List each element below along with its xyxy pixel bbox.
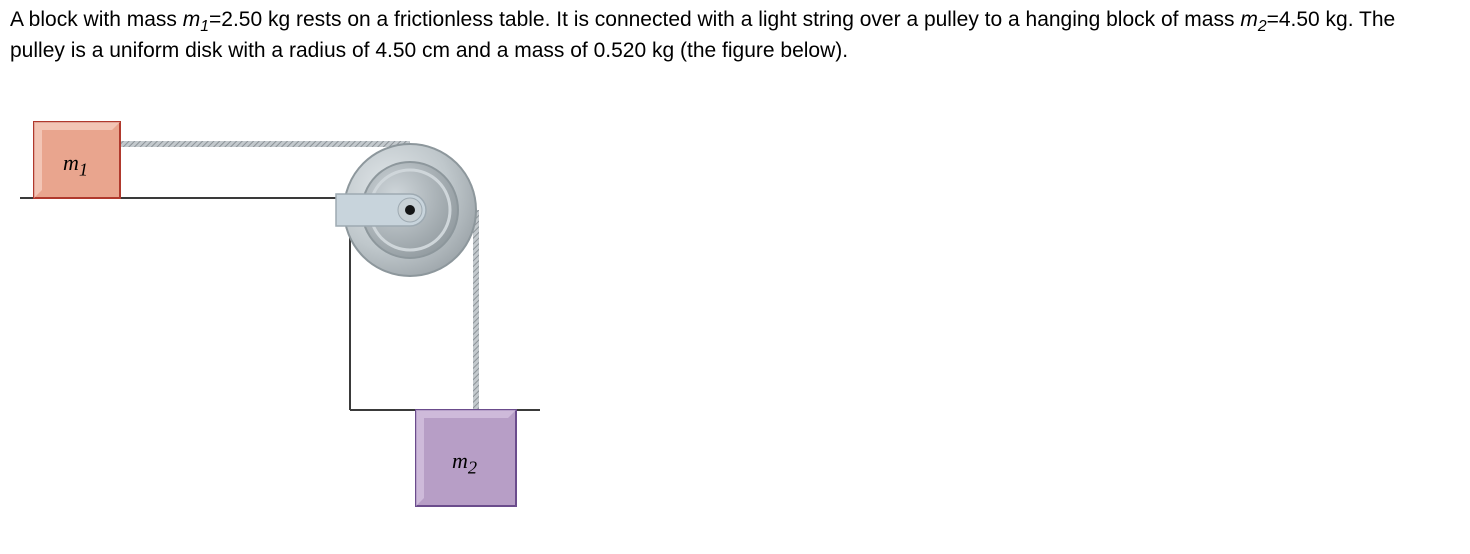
var-m1: m1 [183,8,209,31]
var-m2: m2 [1240,8,1266,31]
text-part: =2.50 kg rests on a frictionless table. … [209,8,1240,31]
problem-statement: A block with mass m1=2.50 kg rests on a … [10,6,1450,66]
block2-label: m2 [452,446,477,480]
figure: m1 m2 [20,108,580,538]
block1-label: m1 [63,148,88,182]
text-part: A block with mass [10,8,183,31]
